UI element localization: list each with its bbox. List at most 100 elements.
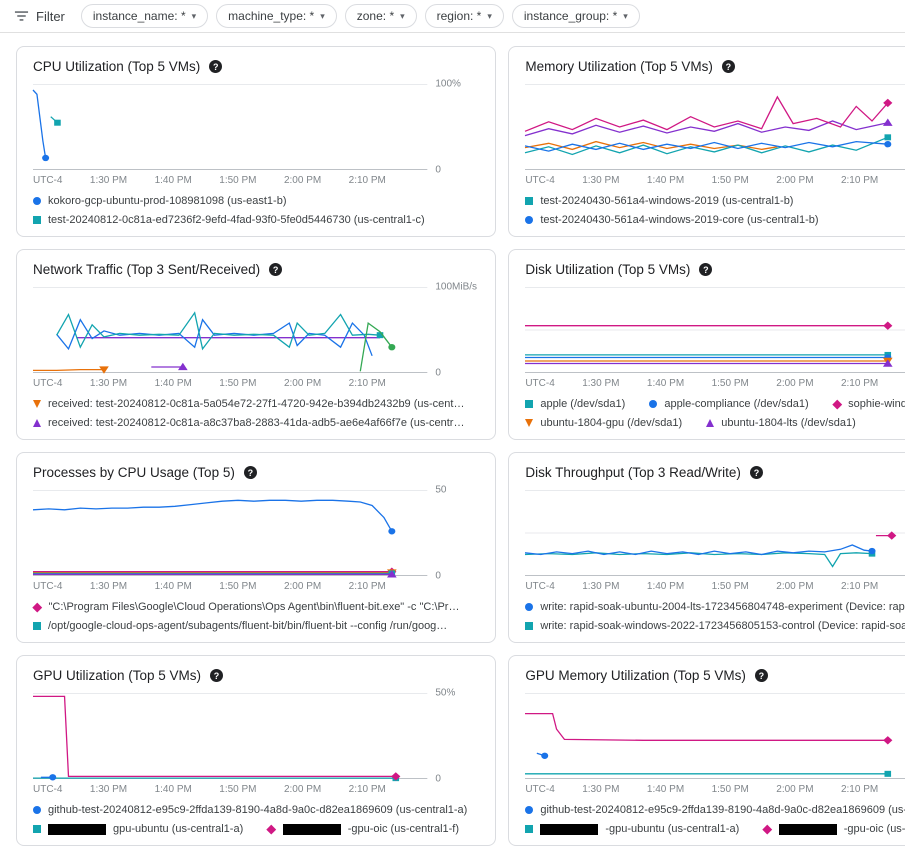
chart-plot[interactable] [33, 490, 427, 578]
x-axis-label: 2:10 PM [348, 378, 386, 389]
legend-item[interactable]: github-test-20240812-e95c9-2ffda139-8190… [33, 804, 467, 816]
legend-item[interactable]: gpu-ubuntu (us-central1-a) [33, 823, 243, 835]
legend-item[interactable]: test-20240430-561a4-windows-2019 (us-cen… [525, 195, 793, 207]
legend-item[interactable]: ubuntu-1804-gpu (/dev/sda1) [525, 417, 682, 429]
triangle-up-marker-icon [33, 419, 41, 427]
help-icon[interactable]: ? [269, 263, 283, 276]
series-line [525, 97, 888, 131]
chart-plot[interactable] [33, 287, 427, 374]
y-axis-label: 0 [435, 367, 441, 379]
x-axis-label: UTC-4 [33, 784, 63, 795]
x-axis: UTC-4 1:30 PM 1:40 PM 1:50 PM 2:00 PM 2:10 PM [525, 581, 905, 592]
legend-item[interactable]: -gpu-oic (us-central1-f) [762, 823, 905, 835]
help-icon[interactable]: ? [209, 60, 223, 73]
chart-canvas [33, 693, 427, 782]
x-axis-label: 1:50 PM [219, 784, 257, 795]
triangle-up-marker-icon [706, 419, 715, 427]
legend-item-label: github-test-20240812-e95c9-2ffda139-8190… [540, 804, 905, 816]
chart-plot[interactable] [525, 490, 905, 576]
chart-card: GPU Memory Utilization (Top 5 VMs)? 10%0 U… [508, 655, 905, 846]
series-marker-icon [868, 547, 876, 555]
legend-item[interactable]: github-test-20240812-e95c9-2ffda139-8190… [525, 804, 905, 816]
filter-chip[interactable]: instance_name: * ▾ [80, 4, 209, 28]
chart-row: 10%0 [525, 693, 905, 779]
card-title: CPU Utilization (Top 5 VMs) [33, 59, 201, 74]
help-icon[interactable]: ? [210, 669, 224, 682]
legend-item[interactable]: sophie-windows (C:) [832, 398, 905, 410]
legend: "C:\Program Files\Google\Cloud Operation… [32, 601, 479, 632]
legend-item[interactable]: test-20240430-561a4-windows-2019-core (u… [525, 214, 819, 226]
circle-marker-icon [33, 806, 41, 814]
legend-item[interactable]: received: test-20240812-0c81a-a8c37ba8-2… [33, 417, 464, 429]
filter-chip[interactable]: zone: * ▾ [344, 4, 417, 28]
legend-item[interactable]: -gpu-oic (us-central1-f) [266, 823, 459, 835]
legend-item[interactable]: kokoro-gcp-ubuntu-prod-108981098 (us-eas… [33, 195, 286, 207]
square-marker-icon [33, 825, 41, 833]
chart-plot[interactable] [33, 84, 427, 170]
chart-plot[interactable] [525, 693, 905, 779]
legend-item[interactable]: write: rapid-soak-windows-2022-172345680… [525, 620, 905, 632]
series-line [33, 696, 396, 776]
filter-chip[interactable]: region: * ▾ [424, 4, 504, 28]
legend-item[interactable]: "C:\Program Files\Google\Cloud Operation… [32, 601, 459, 613]
redacted-text [540, 823, 599, 835]
help-icon[interactable]: ? [699, 263, 713, 276]
series-marker-icon [883, 359, 893, 367]
help-icon[interactable]: ? [243, 466, 257, 479]
filter-button[interactable]: Filter [14, 9, 65, 24]
card-title: Processes by CPU Usage (Top 5) [33, 465, 235, 480]
chart-card: Disk Throughput (Top 3 Read/Write)? 200Mi… [508, 452, 905, 643]
help-icon[interactable]: ? [749, 466, 763, 479]
x-axis-label: 1:40 PM [646, 378, 685, 389]
redacted-text [282, 823, 341, 835]
x-axis-label: 1:30 PM [89, 175, 128, 186]
help-icon[interactable]: ? [721, 60, 735, 73]
series-line [525, 545, 872, 555]
legend: github-test-20240812-e95c9-2ffda139-8190… [33, 804, 479, 835]
x-axis-label: 1:40 PM [154, 175, 192, 186]
help-icon[interactable]: ? [754, 669, 768, 682]
series-line [525, 714, 888, 741]
diamond-marker-icon [762, 824, 773, 834]
filter-chip[interactable]: instance_group: * ▾ [511, 4, 640, 28]
series-marker-icon [883, 118, 893, 126]
x-axis: UTC-4 1:30 PM 1:40 PM 1:50 PM 2:00 PM 2:10 PM [33, 378, 479, 389]
legend-item[interactable]: /opt/google-cloud-ops-agent/subagents/fl… [33, 620, 447, 632]
x-axis-label: 1:40 PM [154, 581, 192, 592]
x-axis-label: 2:00 PM [283, 378, 322, 389]
x-axis-label: 2:10 PM [840, 581, 879, 592]
x-axis-label: 2:10 PM [840, 175, 879, 186]
chart-card: Disk Utilization (Top 5 VMs)? 70%65%60% UT… [508, 249, 905, 440]
series-line [33, 90, 46, 158]
chart-canvas [33, 287, 427, 374]
legend-item[interactable]: apple (/dev/sda1) [525, 398, 625, 410]
legend-item-label: /opt/google-cloud-ops-agent/subagents/fl… [48, 620, 448, 632]
legend-item-label: -gpu-ubuntu (us-central1-a) [605, 823, 740, 835]
legend-item-label: received: test-20240812-0c81a-5a054e72-2… [48, 398, 465, 410]
triangle-down-marker-icon [33, 400, 41, 408]
y-axis: 100MiB/s 0 [427, 282, 479, 379]
chart-plot[interactable] [525, 287, 905, 373]
chart-plot[interactable] [525, 84, 905, 170]
legend-item[interactable]: ubuntu-1804-lts (/dev/sda1) [706, 417, 856, 429]
x-axis-label: 1:50 PM [219, 378, 257, 389]
legend-item[interactable]: apple-compliance (/dev/sda1) [649, 398, 809, 410]
card-title: Network Traffic (Top 3 Sent/Received) [33, 262, 261, 277]
y-axis-label: 0 [435, 164, 441, 176]
card-title: Disk Utilization (Top 5 VMs) [525, 262, 691, 277]
x-axis: UTC-4 1:30 PM 1:40 PM 1:50 PM 2:00 PM 2:10 PM [33, 175, 479, 186]
legend-item-label: write: rapid-soak-ubuntu-2004-lts-172345… [540, 601, 905, 613]
legend-item[interactable]: test-20240812-0c81a-ed7236f2-9efd-4fad-9… [33, 214, 425, 226]
legend: github-test-20240812-e95c9-2ffda139-8190… [525, 804, 905, 835]
x-axis-spacer [413, 378, 427, 389]
legend-item-label: test-20240812-0c81a-ed7236f2-9efd-4fad-9… [48, 214, 425, 226]
x-axis-spacer [413, 581, 427, 592]
legend-item[interactable]: received: test-20240812-0c81a-5a054e72-2… [33, 398, 464, 410]
x-axis-label: 1:50 PM [711, 581, 749, 592]
legend-item[interactable]: write: rapid-soak-ubuntu-2004-lts-172345… [525, 601, 905, 613]
filter-chip[interactable]: machine_type: * ▾ [216, 4, 337, 28]
legend-item[interactable]: -gpu-ubuntu (us-central1-a) [525, 823, 739, 835]
x-axis-label: 1:50 PM [711, 784, 749, 795]
chart-row: 50 0 [33, 485, 479, 582]
chart-plot[interactable] [33, 693, 427, 782]
